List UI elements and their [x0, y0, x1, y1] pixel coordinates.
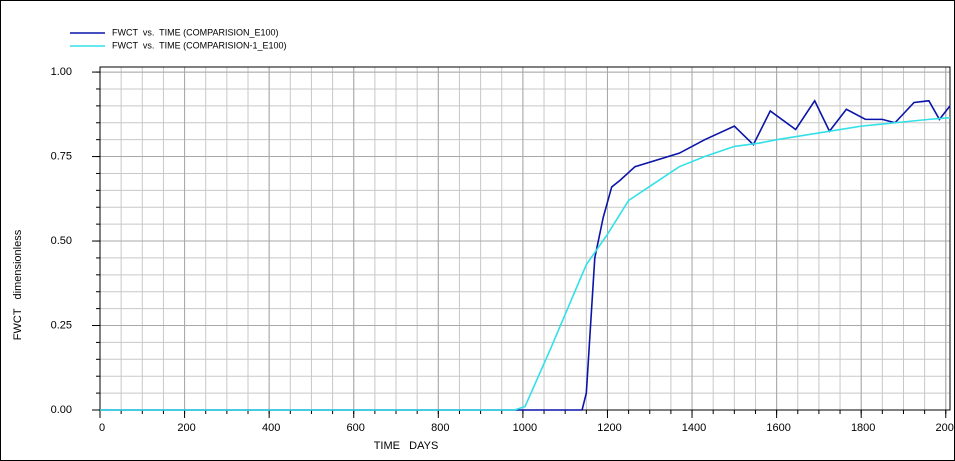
x-tick-label: 1200 — [597, 422, 621, 434]
legend-label: FWCT vs. TIME (COMPARISION-1_E100) — [112, 40, 287, 50]
x-axis-label: TIME DAYS — [374, 440, 439, 452]
x-tick-label: 600 — [347, 422, 365, 434]
y-tick-label: 0.25 — [51, 319, 72, 331]
y-tick-label: 0.00 — [51, 404, 72, 416]
x-tick-label: 1400 — [682, 422, 706, 434]
y-axis-label: FWCT dimensionless — [12, 229, 24, 340]
y-tick-label: 1.00 — [51, 66, 72, 78]
x-tick-label: 800 — [431, 422, 449, 434]
y-tick-label: 0.50 — [51, 235, 72, 247]
x-tick-label: 1800 — [851, 422, 875, 434]
x-tick-label: 400 — [262, 422, 280, 434]
x-tick-label: 0 — [99, 422, 105, 434]
x-tick-label: 200 — [177, 422, 195, 434]
series-line — [100, 116, 951, 411]
legend-label: FWCT vs. TIME (COMPARISION_E100) — [112, 27, 279, 37]
x-tick-label: 1600 — [766, 422, 790, 434]
legend: FWCT vs. TIME (COMPARISION_E100) FWCT vs.… — [70, 27, 287, 50]
y-tick-label: 0.75 — [51, 150, 72, 162]
x-tick-label: 1000 — [513, 422, 537, 434]
